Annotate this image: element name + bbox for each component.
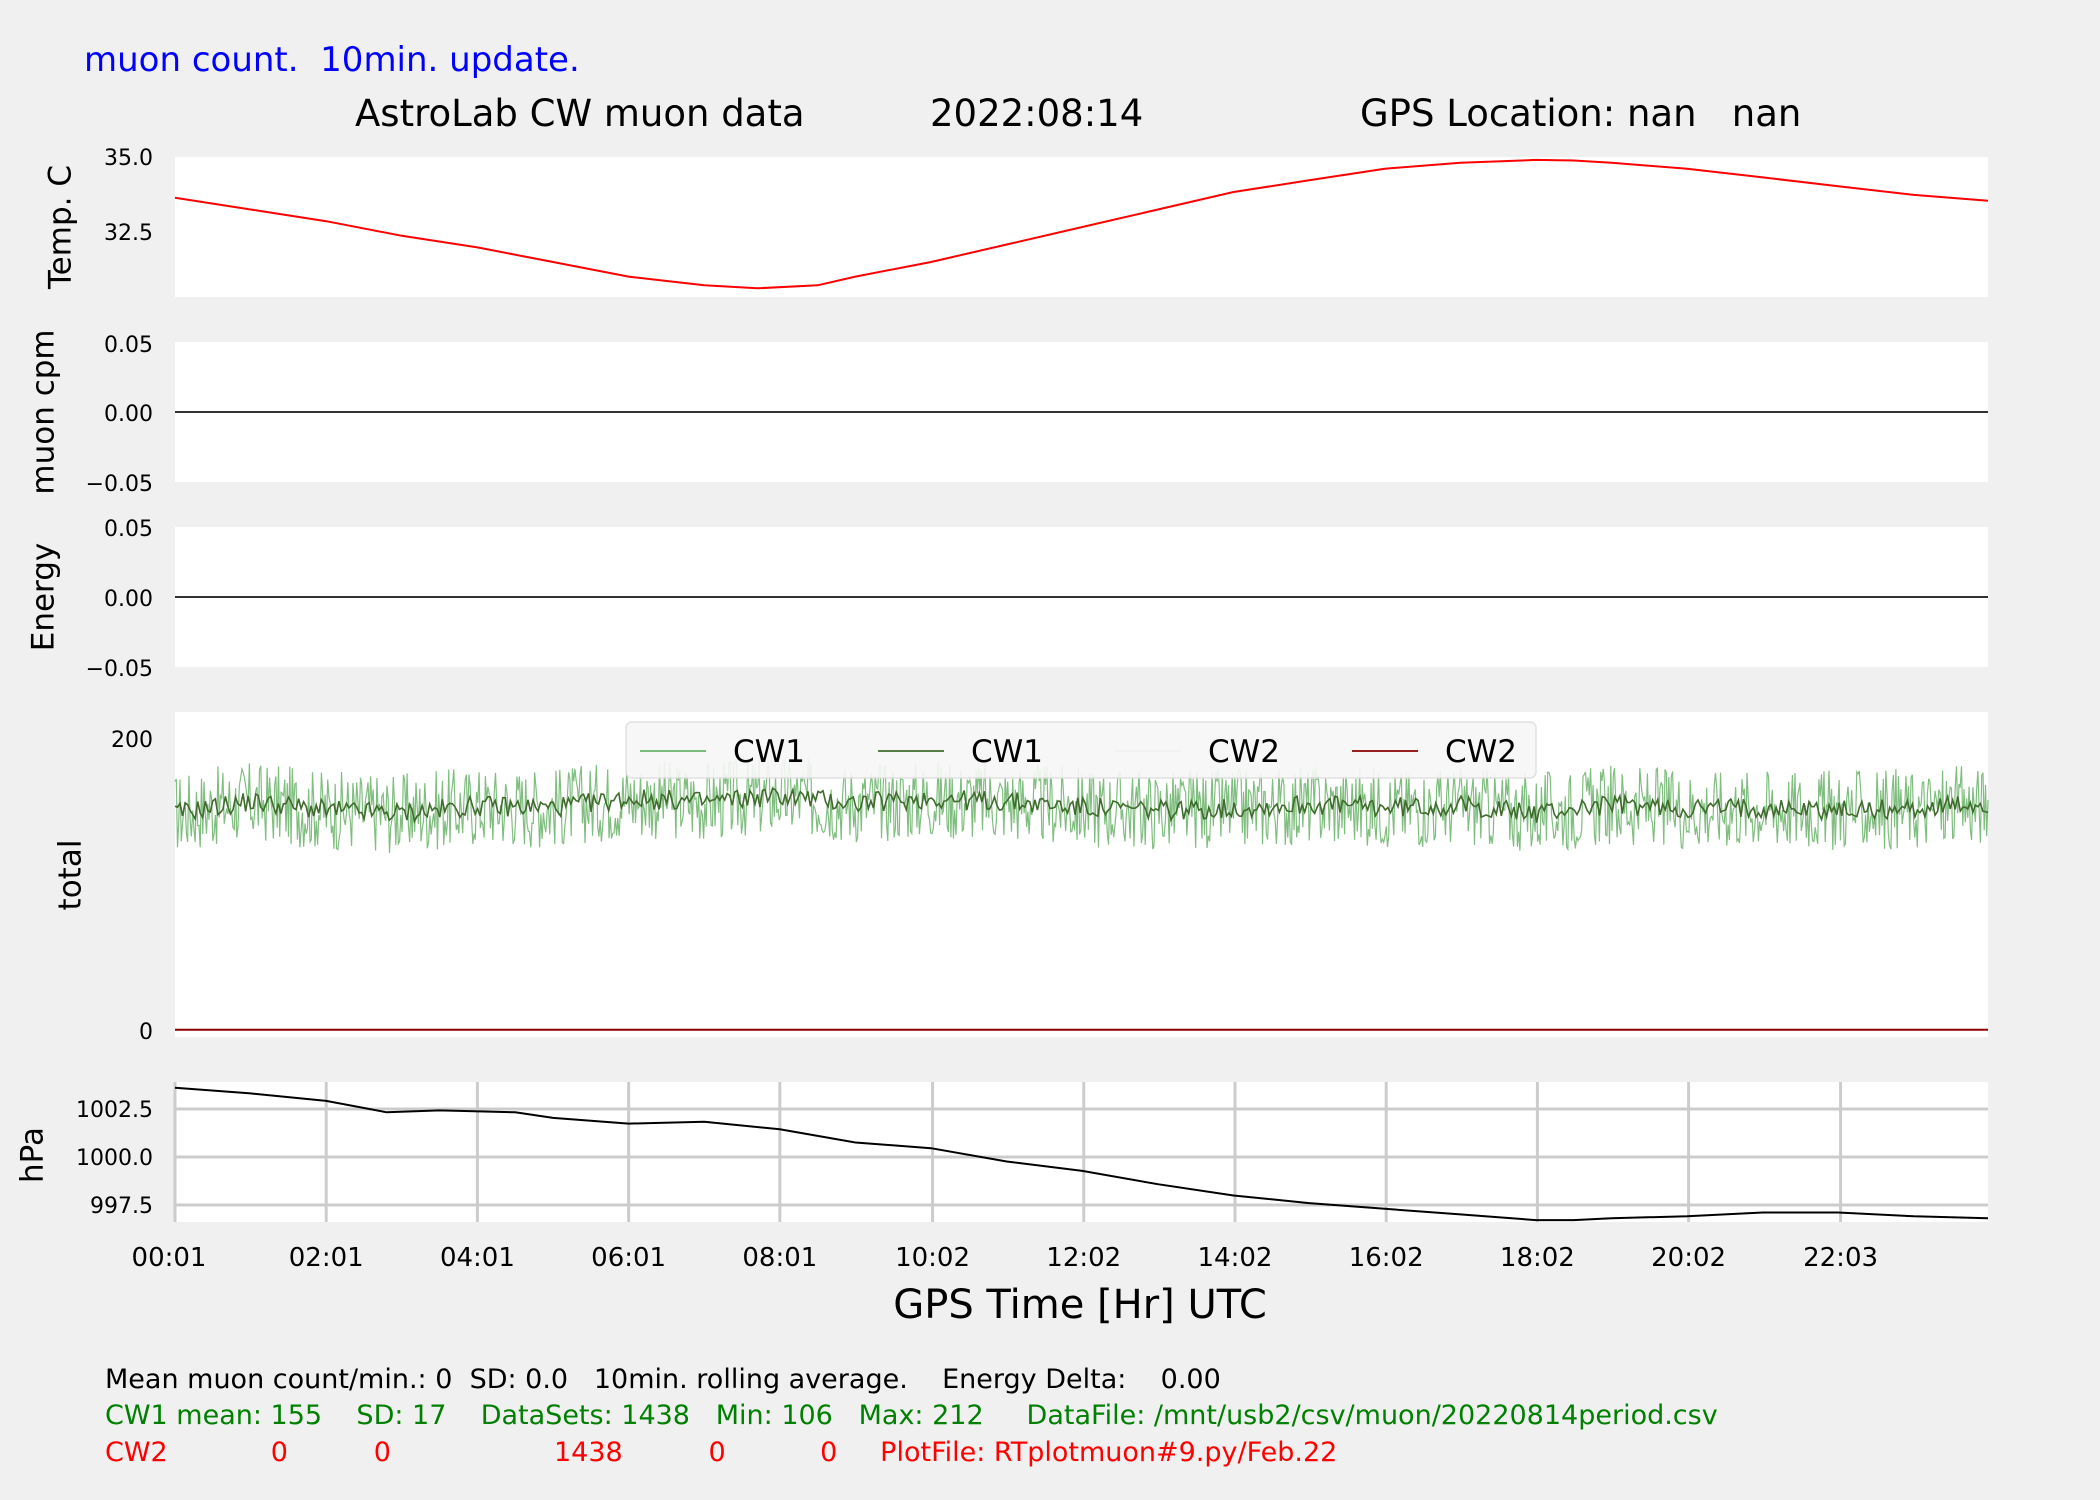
footer-summary: Mean muon count/min.: 0 SD: 0.0 10min. r…: [105, 1364, 1221, 1395]
muon_cpm-ytick-label: 0.00: [104, 402, 153, 427]
total-ytick-label: 0: [139, 1020, 153, 1045]
legend-box: [625, 721, 1537, 779]
total-ytick-label: 200: [111, 728, 153, 753]
xtick-label: 20:02: [1651, 1243, 1726, 1273]
gps-location: GPS Location: nan nan: [1360, 92, 1802, 135]
total-ylabel: total: [53, 840, 89, 911]
x-axis-label: GPS Time [Hr] UTC: [893, 1282, 1267, 1328]
cw1-series-line: [174, 786, 1989, 824]
muon_cpm-ytick-label: −0.05: [86, 472, 153, 497]
temperature-ytick-label: 35.0: [104, 146, 153, 171]
pressure-ytick-label: 1002.5: [76, 1098, 153, 1123]
energy-ytick-label: 0.05: [104, 517, 153, 542]
xtick-label: 12:02: [1046, 1243, 1121, 1273]
legend-label: CW2: [1445, 734, 1517, 770]
xtick-label: 02:01: [289, 1243, 364, 1273]
temperature-ylabel: Temp. C: [43, 165, 79, 290]
pressure-plot-area: [175, 1082, 1988, 1222]
muon_cpm-ytick-label: 0.05: [104, 333, 153, 358]
footer-cw2-stats: CW2 0 0 1438 0 0 PlotFile: RTplotmuon#9.…: [105, 1437, 1338, 1468]
xtick-label: 22:03: [1803, 1243, 1878, 1273]
chart-date: 2022:08:14: [930, 92, 1144, 135]
legend-label: CW2: [1208, 734, 1280, 770]
temperature-line: [174, 158, 1989, 290]
chart-title: AstroLab CW muon data: [355, 92, 805, 135]
pressure-ytick-label: 997.5: [90, 1194, 153, 1219]
xtick-label: 04:01: [440, 1243, 515, 1273]
footer-cw1-stats: CW1 mean: 155 SD: 17 DataSets: 1438 Min:…: [105, 1400, 1718, 1431]
xtick-label: 06:01: [591, 1243, 666, 1273]
pressure-ylabel: hPa: [15, 1127, 51, 1183]
pressure-ytick-label: 1000.0: [76, 1146, 153, 1171]
xtick-label: 10:02: [895, 1243, 970, 1273]
temperature-ytick-label: 32.5: [104, 221, 153, 246]
xtick-label: 08:01: [742, 1243, 817, 1273]
pressure-line: [174, 1086, 1989, 1222]
energy-ytick-label: 0.00: [104, 587, 153, 612]
xtick-label: 00:01: [132, 1243, 207, 1273]
xtick-label: 16:02: [1349, 1243, 1424, 1273]
energy-ytick-label: −0.05: [86, 657, 153, 682]
legend-label: CW1: [971, 734, 1043, 770]
xtick-label: 14:02: [1198, 1243, 1273, 1273]
update-note: muon count. 10min. update.: [84, 40, 580, 80]
muon_cpm-ylabel: muon cpm: [26, 329, 62, 494]
energy-ylabel: Energy: [26, 543, 62, 652]
legend-label: CW1: [733, 734, 805, 770]
xtick-label: 18:02: [1500, 1243, 1575, 1273]
